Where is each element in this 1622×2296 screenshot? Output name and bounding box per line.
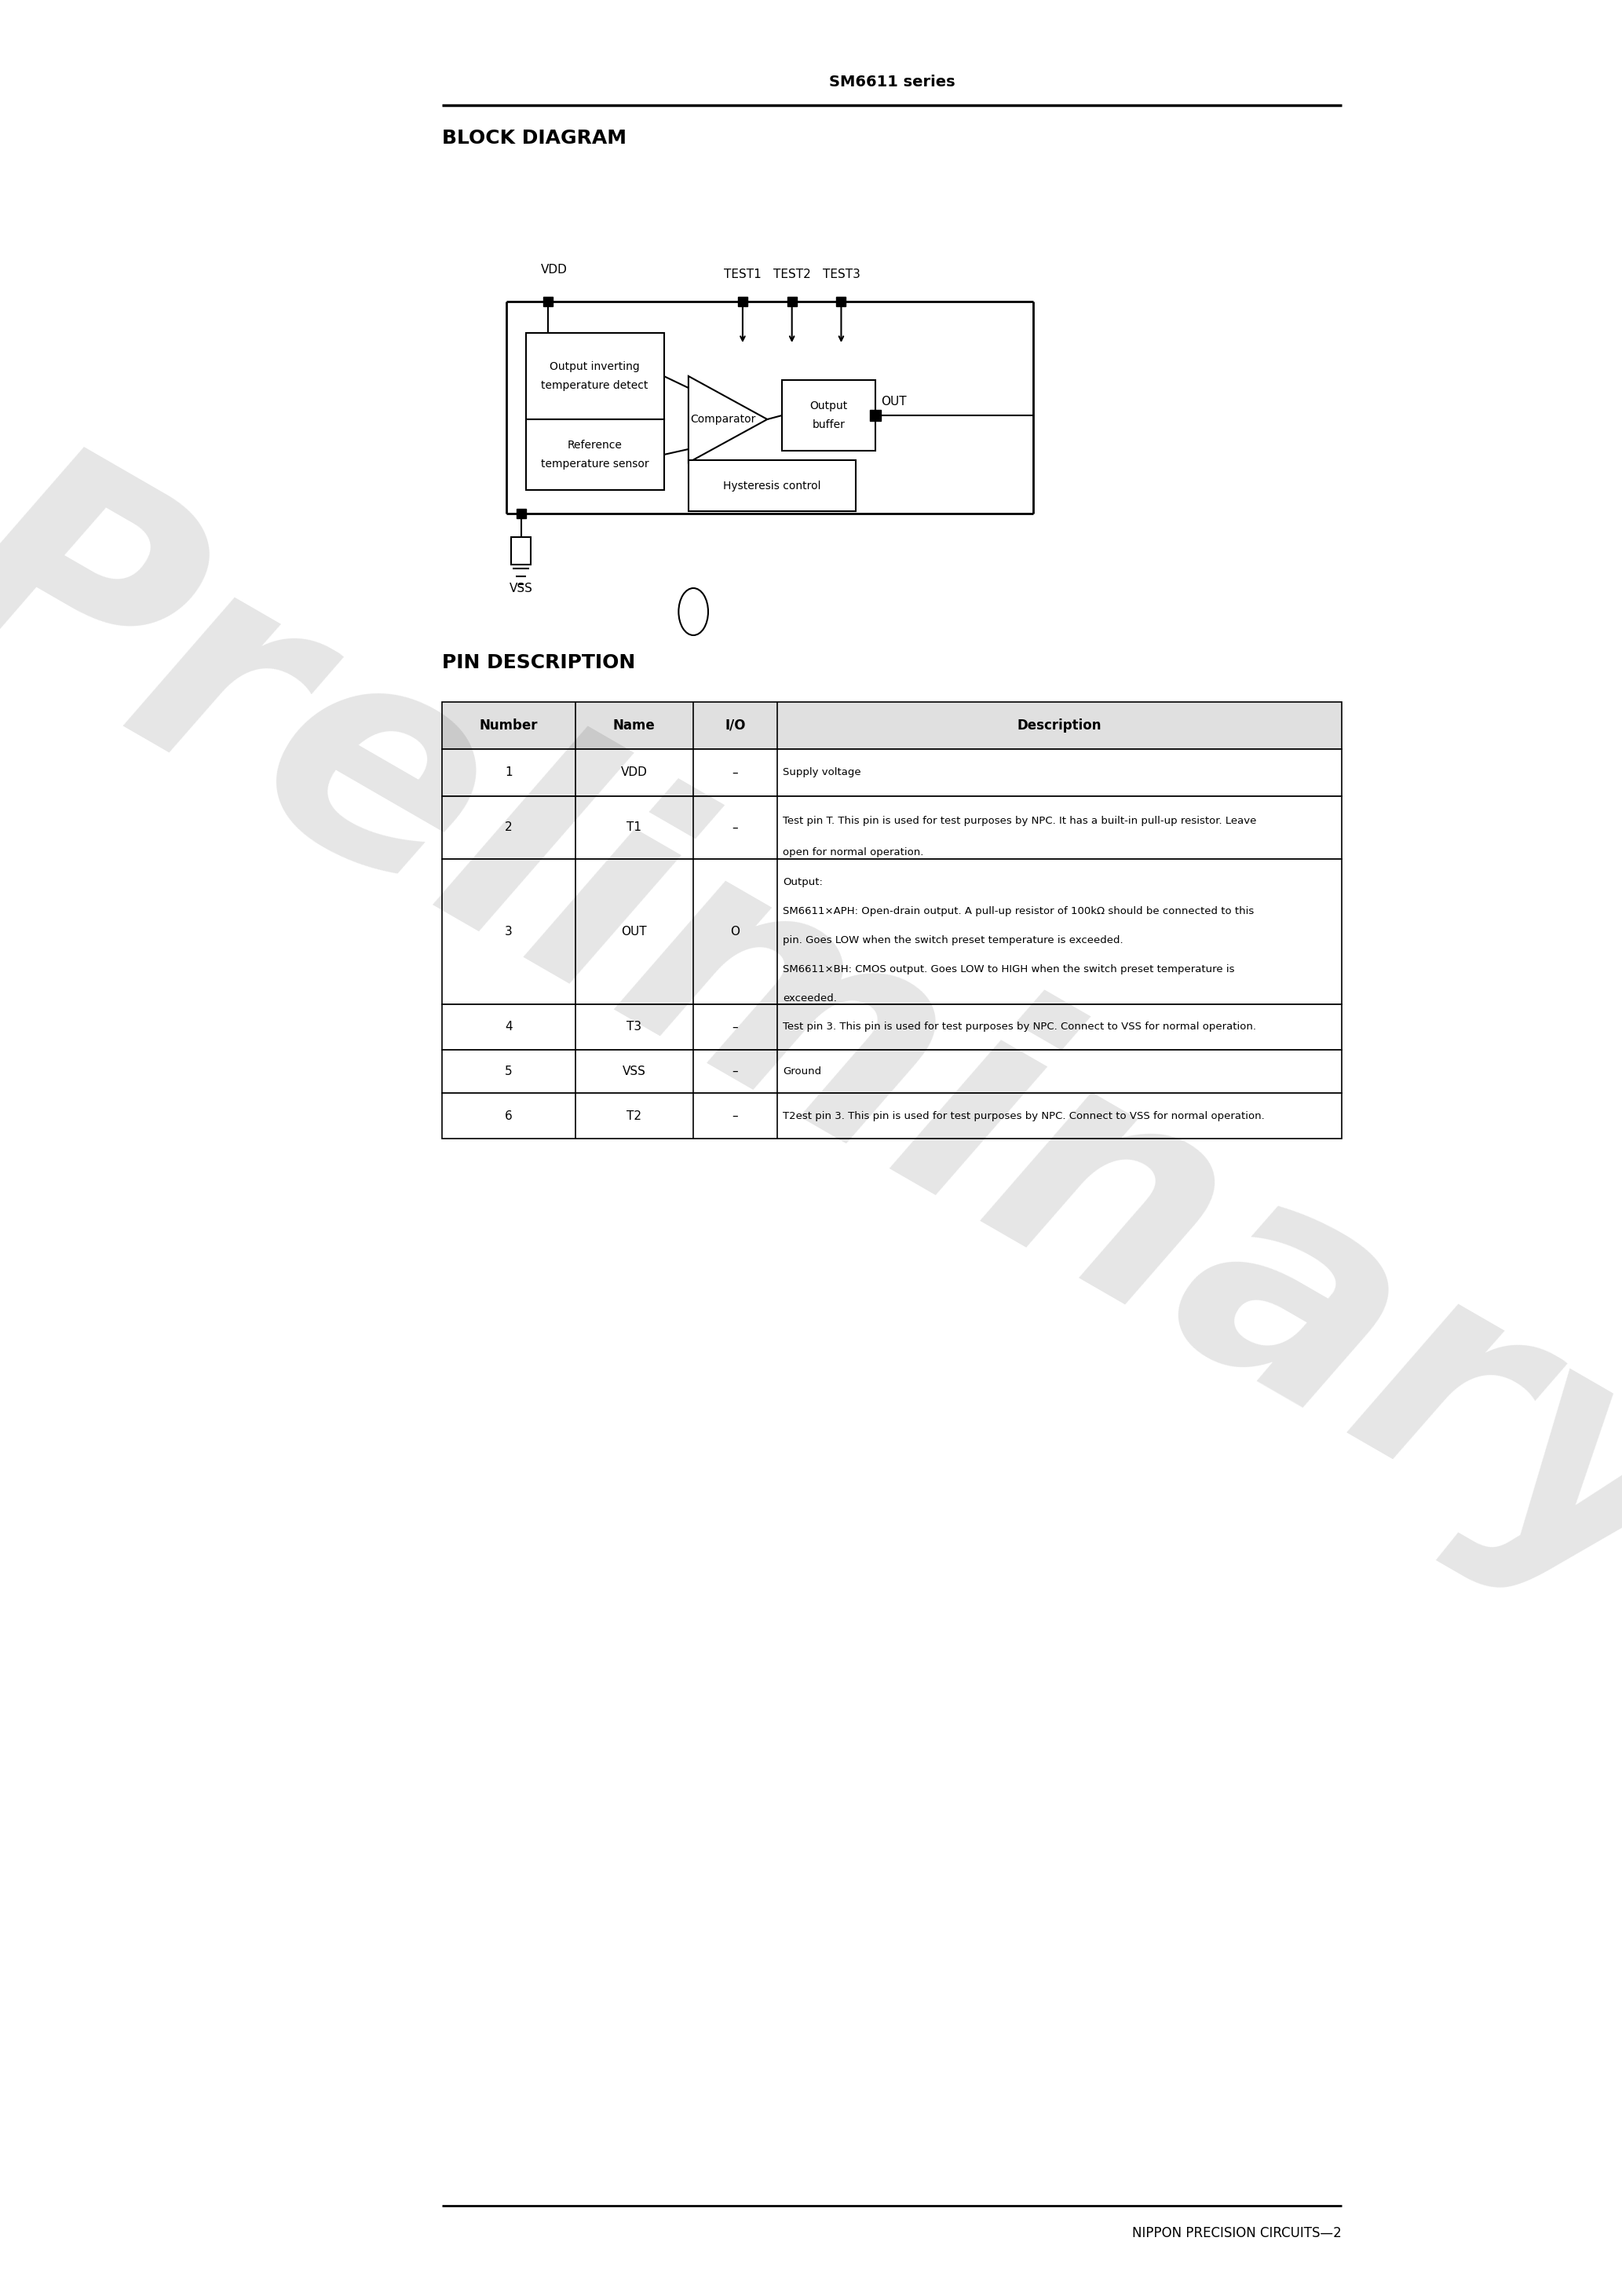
Text: T2: T2	[626, 1109, 642, 1123]
Text: VDD: VDD	[621, 767, 647, 778]
Bar	[511, 537, 530, 565]
Text: 3: 3	[504, 925, 513, 937]
Text: VDD: VDD	[540, 264, 568, 276]
Text: SM6611×BH: CMOS output. Goes LOW to HIGH when the switch preset temperature is: SM6611×BH: CMOS output. Goes LOW to HIGH…	[783, 964, 1234, 974]
Text: Number: Number	[480, 719, 539, 732]
Text: PIN DESCRIPTION: PIN DESCRIPTION	[443, 654, 636, 673]
Text: Output:: Output:	[783, 877, 822, 886]
Bar	[443, 703, 1341, 748]
Text: OUT: OUT	[881, 395, 907, 406]
Text: –: –	[732, 767, 738, 778]
Text: exceeded.: exceeded.	[783, 994, 837, 1003]
Text: Name: Name	[613, 719, 655, 732]
Text: Reference: Reference	[568, 441, 623, 450]
Text: 1: 1	[504, 767, 513, 778]
Text: pin. Goes LOW when the switch preset temperature is exceeded.: pin. Goes LOW when the switch preset tem…	[783, 934, 1124, 946]
Bar	[443, 859, 1341, 1003]
Bar	[443, 1093, 1341, 1139]
Text: Supply voltage: Supply voltage	[783, 767, 861, 778]
Text: Test pin T. This pin is used for test purposes by NPC. It has a built-in pull-up: Test pin T. This pin is used for test pu…	[783, 817, 1257, 827]
Text: O: O	[730, 925, 740, 937]
Text: VSS: VSS	[623, 1065, 646, 1077]
Text: NIPPON PRECISION CIRCUITS—2: NIPPON PRECISION CIRCUITS—2	[1132, 2227, 1341, 2241]
Text: –: –	[732, 1109, 738, 1123]
Text: T1: T1	[626, 822, 642, 833]
Text: TEST2: TEST2	[774, 269, 811, 280]
Text: 5: 5	[504, 1065, 513, 1077]
Bar	[443, 1049, 1341, 1093]
Text: T2est pin 3. This pin is used for test purposes by NPC. Connect to VSS for norma: T2est pin 3. This pin is used for test p…	[783, 1111, 1265, 1120]
Text: 2: 2	[504, 822, 513, 833]
Text: –: –	[732, 822, 738, 833]
Text: Hysteresis control: Hysteresis control	[723, 480, 821, 491]
Text: buffer: buffer	[813, 420, 845, 429]
Text: I/O: I/O	[725, 719, 746, 732]
Bar	[782, 381, 876, 450]
Bar	[688, 459, 856, 512]
Circle shape	[678, 588, 709, 636]
Bar	[443, 797, 1341, 859]
Text: Preliminary: Preliminary	[0, 416, 1622, 1662]
Bar	[443, 1003, 1341, 1049]
Text: SM6611 series: SM6611 series	[829, 73, 955, 90]
Bar	[526, 333, 663, 420]
Text: 4: 4	[504, 1022, 513, 1033]
Text: SM6611×APH: Open-drain output. A pull-up resistor of 100kΩ should be connected t: SM6611×APH: Open-drain output. A pull-up…	[783, 907, 1254, 916]
Text: OUT: OUT	[621, 925, 647, 937]
Text: Ground: Ground	[783, 1065, 822, 1077]
Text: Output inverting: Output inverting	[550, 360, 641, 372]
Text: –: –	[732, 1065, 738, 1077]
Text: Comparator: Comparator	[691, 413, 756, 425]
Text: open for normal operation.: open for normal operation.	[783, 847, 925, 859]
Text: temperature sensor: temperature sensor	[540, 459, 649, 471]
Text: Test pin 3. This pin is used for test purposes by NPC. Connect to VSS for normal: Test pin 3. This pin is used for test pu…	[783, 1022, 1257, 1033]
Text: BLOCK DIAGRAM: BLOCK DIAGRAM	[443, 129, 626, 147]
Text: –: –	[732, 1022, 738, 1033]
Text: Description: Description	[1017, 719, 1101, 732]
Text: TEST3: TEST3	[822, 269, 860, 280]
Text: temperature detect: temperature detect	[542, 381, 649, 390]
Text: Output: Output	[809, 400, 848, 411]
Text: T3: T3	[626, 1022, 642, 1033]
Polygon shape	[688, 377, 767, 461]
Text: TEST1: TEST1	[723, 269, 761, 280]
Text: 6: 6	[504, 1109, 513, 1123]
Bar	[443, 748, 1341, 797]
Bar	[526, 420, 663, 489]
Text: VSS: VSS	[509, 583, 532, 595]
